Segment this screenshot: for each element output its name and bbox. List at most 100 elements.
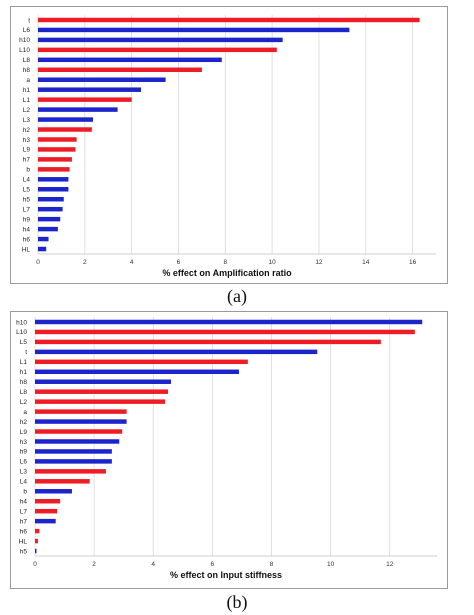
category-label-L1: L1: [23, 97, 31, 104]
bar-h2: [38, 127, 92, 132]
category-label-h10: h10: [19, 37, 30, 44]
bar-h6: [38, 236, 49, 242]
x-tick-label-6: 6: [211, 561, 215, 568]
bar-HL: [35, 538, 38, 544]
x-tick-label-4: 4: [151, 561, 155, 568]
bar-t: [35, 349, 318, 355]
bar-L8: [38, 57, 222, 63]
category-label-h9: h9: [23, 216, 31, 223]
bar-h7: [38, 157, 72, 162]
bar-h9: [35, 449, 112, 454]
category-label-h8: h8: [23, 67, 31, 74]
bar-h1: [35, 369, 239, 375]
bar-h2: [35, 419, 127, 424]
bar-h8: [35, 379, 171, 384]
x-tick-label-12: 12: [386, 561, 394, 568]
chart-panel-input-stiffness: h10 L10 L5 t L1 h1 h8 L8 L2 a h2 L9 h3 h9 L6 L3 L4 b h4 L7 h…: [10, 311, 448, 589]
category-label-h1: h1: [23, 87, 31, 94]
category-label-L1: L1: [20, 359, 28, 366]
bar-h9: [38, 216, 61, 222]
category-label-L8: L8: [23, 57, 31, 64]
x-axis-label: % effect on Input stiffness: [170, 570, 282, 580]
category-label-t: t: [28, 17, 30, 24]
bar-a: [35, 409, 127, 414]
amplification-ratio-chart: t L6 h10 L10 L8 h8 a h1 L1 L2 L3 h2 h3 L9 h7 b L4 L5 h5 L7 h…: [19, 15, 436, 278]
bar-L10: [38, 47, 277, 53]
category-label-h5: h5: [23, 197, 31, 204]
bar-h6: [35, 528, 40, 534]
category-label-h4: h4: [23, 226, 31, 233]
category-label-t: t: [25, 349, 27, 356]
bar-L6: [38, 27, 350, 33]
category-label-h9: h9: [20, 449, 28, 456]
bar-L9: [38, 147, 76, 152]
category-label-L2: L2: [20, 399, 28, 406]
bar-L5: [35, 339, 381, 345]
category-label-L10: L10: [16, 329, 27, 336]
category-label-h4: h4: [20, 499, 28, 506]
category-label-h2: h2: [20, 419, 28, 426]
category-label-h3: h3: [20, 439, 28, 446]
category-label-h8: h8: [20, 379, 28, 386]
bar-a: [38, 77, 166, 82]
x-tick-label-6: 6: [177, 259, 181, 266]
bar-L10: [35, 329, 415, 335]
bar-L5: [38, 187, 69, 192]
x-tick-label-4: 4: [130, 259, 134, 266]
category-label-h1: h1: [20, 369, 28, 376]
category-label-L5: L5: [20, 339, 28, 346]
x-tick-label-14: 14: [362, 259, 370, 266]
bar-h7: [35, 518, 56, 524]
bar-L8: [35, 389, 169, 394]
bar-b: [35, 489, 72, 494]
category-label-HL: HL: [22, 246, 31, 253]
x-tick-label-0: 0: [33, 561, 37, 568]
category-label-L6: L6: [23, 27, 31, 34]
category-label-L4: L4: [23, 177, 31, 184]
x-tick-label-0: 0: [36, 259, 40, 266]
x-tick-label-8: 8: [223, 259, 227, 266]
bar-b: [38, 167, 70, 172]
bar-L3: [35, 469, 106, 474]
x-tick-label-2: 2: [92, 561, 96, 568]
category-label-h7: h7: [20, 518, 28, 525]
bar-L4: [35, 479, 90, 484]
x-tick-label-2: 2: [83, 259, 87, 266]
category-label-L2: L2: [23, 107, 31, 114]
category-label-L9: L9: [20, 429, 28, 436]
bar-h4: [38, 226, 58, 232]
category-label-HL: HL: [19, 538, 28, 545]
category-label-h2: h2: [23, 127, 31, 134]
category-label-L7: L7: [20, 508, 28, 515]
category-label-h3: h3: [23, 137, 31, 144]
input-stiffness-chart: h10 L10 L5 t L1 h1 h8 L8 L2 a h2 L9 h3 h9 L6 L3 L4 b h4 L7 h…: [16, 317, 437, 580]
category-label-h6: h6: [20, 528, 28, 535]
category-label-h7: h7: [23, 157, 31, 164]
bar-L6: [35, 459, 112, 464]
bar-L2: [38, 107, 118, 112]
bar-L9: [35, 429, 123, 434]
category-label-a: a: [26, 77, 30, 84]
x-tick-label-8: 8: [270, 561, 274, 568]
category-label-L5: L5: [23, 187, 31, 194]
bar-h3: [35, 439, 120, 444]
bar-h5: [38, 196, 64, 202]
category-label-b: b: [23, 489, 27, 496]
bar-L1: [35, 359, 248, 365]
bar-L1: [38, 97, 132, 102]
category-label-b: b: [26, 167, 30, 174]
category-label-h10: h10: [16, 319, 27, 326]
bar-HL: [38, 246, 47, 252]
chart-panel-amplification: t L6 h10 L10 L8 h8 a h1 L1 L2 L3 h2 h3 L9 h7 b L4 L5 h5 L7 h…: [10, 6, 448, 284]
category-label-h6: h6: [23, 236, 31, 243]
bar-L3: [38, 117, 94, 122]
category-label-L3: L3: [23, 117, 31, 124]
bar-t: [38, 17, 420, 23]
category-label-L9: L9: [23, 147, 31, 154]
bar-L7: [35, 508, 58, 514]
category-label-L7: L7: [23, 206, 31, 213]
x-tick-label-16: 16: [409, 259, 417, 266]
bar-h10: [38, 37, 283, 43]
bar-h4: [35, 498, 61, 504]
bar-h5: [35, 548, 37, 554]
